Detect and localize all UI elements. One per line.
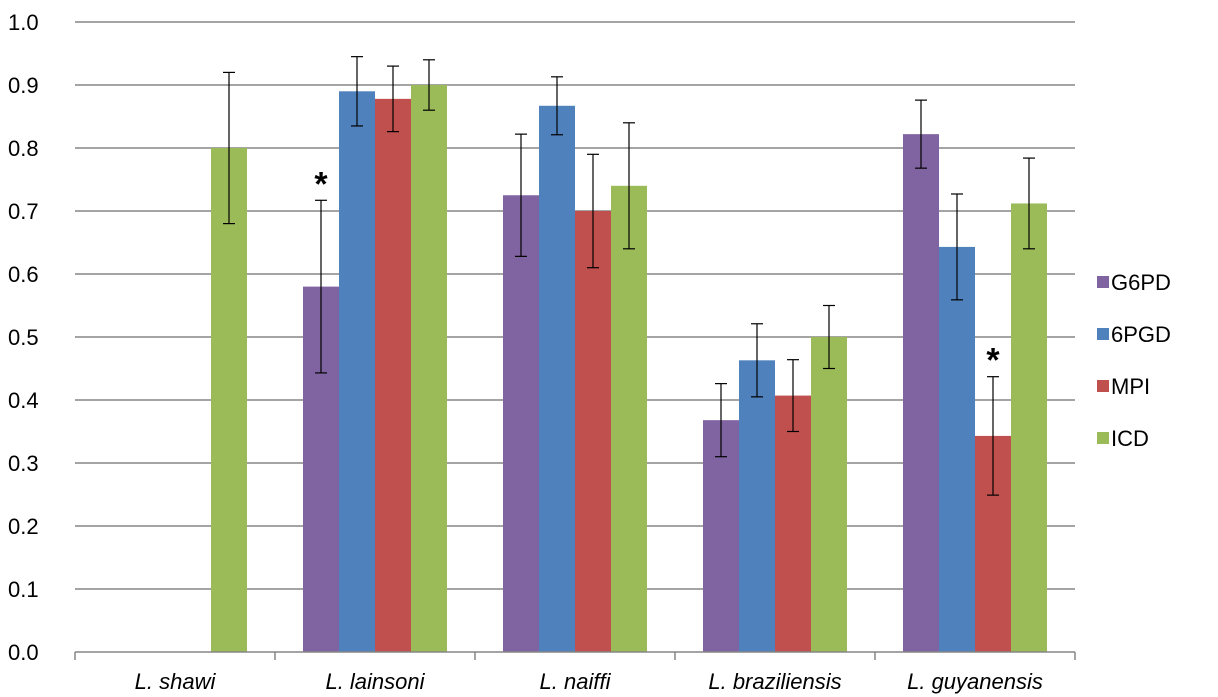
y-tick-label: 0.9	[8, 73, 39, 98]
x-axis	[74, 651, 1076, 660]
significance-marker: *	[314, 165, 328, 203]
legend-label: MPI	[1111, 374, 1150, 399]
bar-g6pd	[503, 195, 539, 652]
y-axis-ticks: 0.0 0.1 0.2 0.3 0.4 0.5 0.6 0.7 0.8 0.9 1.0	[8, 10, 39, 665]
bar-mpi	[575, 211, 611, 652]
bar-icd	[811, 337, 847, 652]
annotations: **	[314, 165, 1000, 379]
legend-label: 6PGD	[1111, 322, 1171, 347]
bar-mpi	[375, 98, 411, 653]
y-tick-label: 0.7	[8, 199, 39, 224]
legend-label: G6PD	[1111, 270, 1171, 295]
bar-6pgd	[339, 91, 375, 653]
bar-g6pd	[903, 134, 939, 652]
legend-swatch-g6pd	[1097, 276, 1109, 288]
y-tick-label: 0.1	[8, 577, 39, 602]
legend-label: ICD	[1111, 426, 1149, 451]
x-category-label: L. shawi	[135, 669, 217, 694]
y-tick-label: 0.2	[8, 514, 39, 539]
y-tick-label: 0.3	[8, 451, 39, 476]
legend-swatch-mpi	[1097, 380, 1109, 392]
bar-mpi	[775, 395, 811, 652]
x-category-label: L. braziliensis	[708, 669, 841, 694]
y-tick-label: 0.5	[8, 325, 39, 350]
category-labels: L. shawi L. lainsoni L. naiffi L. brazilien…	[135, 669, 1043, 694]
bar-6pgd	[539, 105, 575, 653]
bar-6pgd	[739, 360, 775, 652]
y-tick-label: 0.4	[8, 388, 39, 413]
y-tick-label: 0.8	[8, 136, 39, 161]
legend-swatch-icd	[1097, 432, 1109, 444]
bar-icd	[1011, 203, 1047, 652]
bar-icd	[411, 85, 447, 652]
legend-swatch-6pgd	[1097, 328, 1109, 340]
y-tick-label: 0.0	[8, 640, 39, 665]
x-category-label: L. guyanensis	[907, 669, 1043, 694]
x-category-label: L. naiffi	[540, 669, 612, 694]
y-tick-label: 0.6	[8, 262, 39, 287]
legend: G6PD 6PGD MPI ICD	[1097, 270, 1171, 451]
y-tick-label: 1.0	[8, 10, 39, 35]
bar-g6pd	[703, 420, 739, 652]
bar-icd	[211, 148, 247, 652]
error-bars	[223, 56, 1035, 496]
bar-icd	[611, 185, 647, 653]
x-category-label: L. lainsoni	[325, 669, 425, 694]
bar-6pgd	[939, 246, 975, 652]
significance-marker: *	[986, 342, 1000, 380]
